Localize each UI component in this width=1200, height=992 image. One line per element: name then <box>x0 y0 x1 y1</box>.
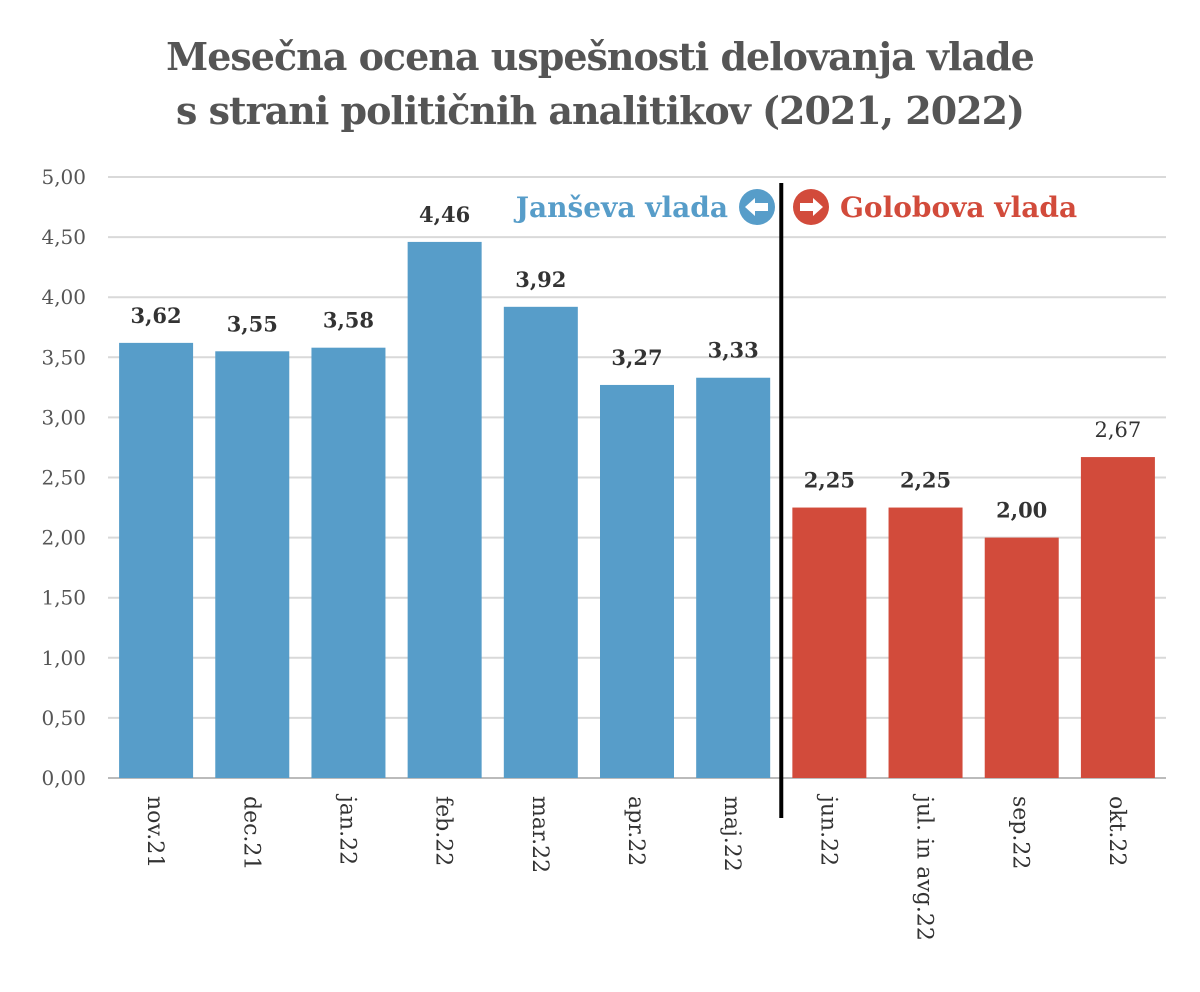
bar <box>792 507 867 778</box>
y-tick-label: 4,50 <box>41 225 86 249</box>
x-tick-label: feb.22 <box>431 796 456 866</box>
legend-golob: Golobova vlada <box>792 188 1077 226</box>
legend-label-golob: Golobova vlada <box>840 190 1078 224</box>
y-tick-label: 4,00 <box>41 285 86 309</box>
y-tick-label: 1,00 <box>41 646 86 670</box>
y-tick-label: 0,00 <box>41 766 86 790</box>
bar <box>600 384 674 778</box>
y-tick-label: 2,50 <box>41 466 86 490</box>
y-tick-label: 0,50 <box>41 706 86 730</box>
data-label: 3,33 <box>708 338 759 363</box>
data-label: 3,58 <box>323 308 374 333</box>
chart-title: Mesečna ocena uspešnosti delovanja vlade… <box>0 30 1200 138</box>
y-tick-label: 1,50 <box>41 586 86 610</box>
arrow-right-circle-icon <box>793 189 829 225</box>
bar <box>984 537 1059 778</box>
chart-title-line-2: s strani političnih analitikov (2021, 20… <box>176 88 1025 133</box>
data-label: 2,25 <box>900 468 951 493</box>
data-label: 2,00 <box>996 498 1047 523</box>
x-tick-label: jun.22 <box>815 793 840 866</box>
x-tick-label: apr.22 <box>623 796 648 866</box>
y-tick-label: 2,00 <box>41 526 86 550</box>
bar <box>119 342 194 778</box>
x-tick-label: jan.22 <box>334 793 359 865</box>
x-tick-label: nov.21 <box>142 796 167 868</box>
data-label: 3,62 <box>131 303 182 328</box>
legend-label-jansa: Janševa vlada <box>515 190 728 224</box>
data-label: 2,25 <box>804 468 855 493</box>
data-label: 3,55 <box>227 311 278 336</box>
bar <box>888 507 963 778</box>
data-label: 4,46 <box>419 202 470 227</box>
x-tick-label: jul. in avg.22 <box>912 793 937 941</box>
arrow-left-circle-icon <box>739 189 775 225</box>
x-tick-label: mar.22 <box>527 796 552 873</box>
x-tick-label: sep.22 <box>1008 796 1033 869</box>
data-label: 3,27 <box>611 345 662 370</box>
data-label: 2,67 <box>1095 418 1142 442</box>
y-tick-label: 3,00 <box>41 405 86 429</box>
bar <box>696 377 771 778</box>
bar <box>311 347 386 778</box>
data-label: 3,92 <box>515 267 566 292</box>
bar <box>215 351 290 778</box>
chart-title-line-1: Mesečna ocena uspešnosti delovanja vlade <box>166 34 1035 79</box>
x-tick-label: dec.21 <box>238 796 263 870</box>
bar <box>503 306 578 778</box>
y-tick-label: 3,50 <box>41 345 86 369</box>
x-tick-label: okt.22 <box>1104 796 1129 866</box>
legend-jansa: Janševa vlada <box>516 188 776 226</box>
bar <box>1080 457 1155 778</box>
bar <box>407 241 482 778</box>
x-tick-label: maj.22 <box>719 796 744 872</box>
y-tick-label: 5,00 <box>41 165 86 189</box>
